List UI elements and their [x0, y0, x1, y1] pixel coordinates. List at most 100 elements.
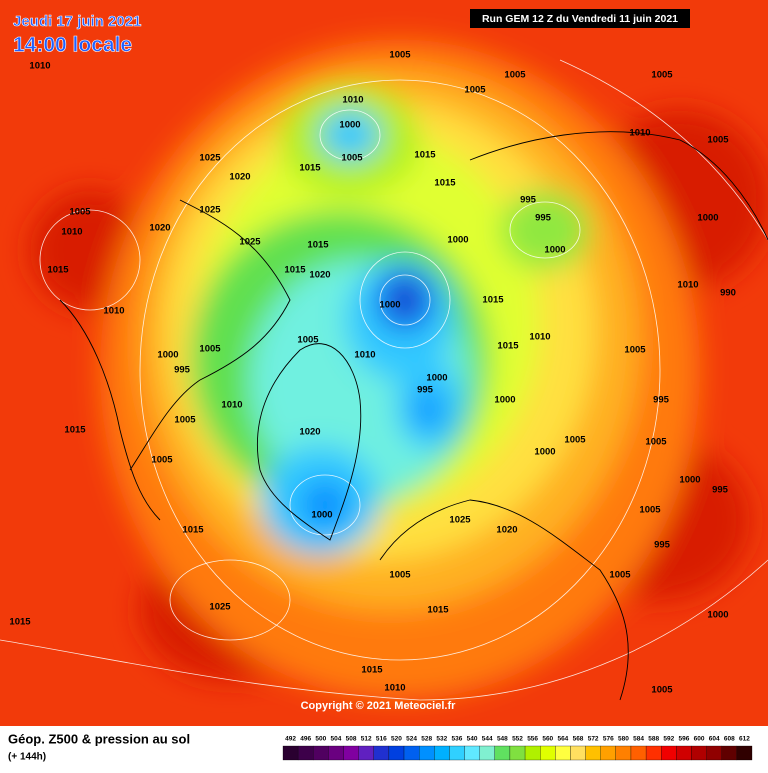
scale-swatch: [676, 745, 692, 761]
scale-label: 520: [391, 736, 402, 743]
scale-label: 604: [709, 736, 720, 743]
scale-swatch: [736, 745, 753, 761]
isobar-label: 995: [174, 365, 191, 376]
scale-label: 608: [724, 736, 735, 743]
isobar-label: 1020: [496, 525, 517, 536]
scale-swatch: [388, 745, 405, 761]
forecast-time: 14:00 locale: [13, 34, 132, 57]
isobar-label: 1025: [199, 153, 221, 164]
scale-label: 492: [285, 736, 296, 743]
scale-label: 600: [694, 736, 705, 743]
isobar-label: 1000: [157, 350, 178, 361]
scale-label: 512: [361, 736, 372, 743]
isobar-label: 995: [712, 485, 729, 496]
isobar-label: 1005: [389, 570, 411, 581]
isobar-label: 995: [417, 385, 434, 396]
isobar-label: 1015: [47, 265, 69, 276]
isobar-label: 1025: [209, 602, 231, 613]
scale-swatch: [600, 745, 616, 761]
run-info: Run GEM 12 Z du Vendredi 11 juin 2021: [482, 13, 678, 25]
isobar-labels: 1010 1005 1005 1005 1005 1010 1000 1005 1015 1025…: [9, 50, 736, 696]
isobar-label: 1000: [707, 610, 728, 621]
scale-swatch: [358, 745, 374, 761]
scale-label: 592: [663, 736, 674, 743]
scale-swatch: [297, 745, 314, 761]
scale-label: 544: [482, 736, 493, 743]
scale-swatch: [494, 745, 511, 761]
isobar-label: 1000: [339, 120, 360, 131]
isobar-label: 1000: [679, 475, 700, 486]
scale-swatch: [570, 745, 586, 761]
scale-label: 536: [452, 736, 463, 743]
isobar-label: 1000: [544, 245, 565, 256]
isobar-label: 1005: [199, 344, 221, 355]
isobar-label: 1005: [624, 345, 646, 356]
isobar-label: 1015: [497, 341, 519, 352]
scale-swatch: [661, 745, 677, 761]
scale-swatch: [328, 745, 344, 761]
scale-swatch: [464, 745, 480, 761]
scale-label: 564: [557, 736, 568, 743]
scale-swatch: [434, 745, 450, 761]
scale-label: 504: [331, 736, 342, 743]
isobar-label: 1005: [564, 435, 586, 446]
scale-swatch: [555, 745, 571, 761]
scale-label: 508: [346, 736, 357, 743]
isobar-label: 1000: [534, 447, 555, 458]
scale-swatch: [449, 745, 465, 761]
isobar-label: 1015: [361, 665, 383, 676]
scale-label: 500: [315, 736, 326, 743]
scale-label: 532: [436, 736, 447, 743]
isobar-label: 1015: [307, 240, 329, 251]
scale-swatch: [373, 745, 390, 761]
isobar-label: 1015: [64, 425, 86, 436]
scale-label: 576: [603, 736, 614, 743]
isobar-label: 1010: [103, 306, 124, 317]
isobar-label: 995: [535, 213, 552, 224]
isobar-label: 1005: [174, 415, 196, 426]
coastlines: [59, 131, 768, 701]
scale-label: 568: [573, 736, 584, 743]
isobar-label: 1010: [29, 61, 50, 72]
scale-swatch: [721, 745, 738, 761]
scale-swatch: [524, 745, 541, 761]
scale-label: 496: [300, 736, 311, 743]
isobar-label: 1000: [447, 235, 468, 246]
isobar-label: 1005: [464, 85, 486, 96]
scale-label: 552: [512, 736, 523, 743]
run-box: [470, 9, 690, 28]
isobar-label: 1005: [645, 437, 667, 448]
scale-swatch: [615, 745, 632, 761]
isobar-label: 1025: [199, 205, 221, 216]
scale-label: 584: [633, 736, 644, 743]
isobar-label: 995: [653, 395, 670, 406]
scale-swatch: [585, 745, 601, 761]
isobar-label: 1005: [639, 505, 661, 516]
scale-swatch: [313, 745, 329, 761]
isobar-label: 1000: [494, 395, 515, 406]
scale-label: 560: [542, 736, 553, 743]
isobar-label: 1010: [354, 350, 375, 361]
isobar-label: 1015: [414, 150, 436, 161]
isobar-label: 1015: [427, 605, 449, 616]
scale-label: 572: [588, 736, 599, 743]
isobar-label: 1015: [434, 178, 456, 189]
height-field: [30, 40, 768, 700]
isobar-label: 990: [720, 288, 736, 299]
isobar-label: 1010: [384, 683, 405, 694]
scale-swatch: [282, 745, 299, 761]
isobar-label: 1010: [342, 95, 363, 106]
color-scale: 492 496 500 504 508 512 516 520 524 528 532 536 540 5…: [282, 736, 753, 761]
isobar-label: 1005: [504, 70, 526, 81]
isobar-label: 1000: [426, 373, 447, 384]
isobar-label: 1020: [149, 223, 170, 234]
scale-label: 596: [678, 736, 689, 743]
scale-swatch: [343, 745, 359, 761]
isobar-label: 1000: [697, 213, 718, 224]
scale-label: 524: [406, 736, 417, 743]
isobar-label: 1015: [284, 265, 306, 276]
isobar-label: 1010: [529, 332, 550, 343]
isobar-label: 1005: [69, 207, 91, 218]
scale-swatch: [706, 745, 722, 761]
isobar-label: 1005: [651, 685, 673, 696]
